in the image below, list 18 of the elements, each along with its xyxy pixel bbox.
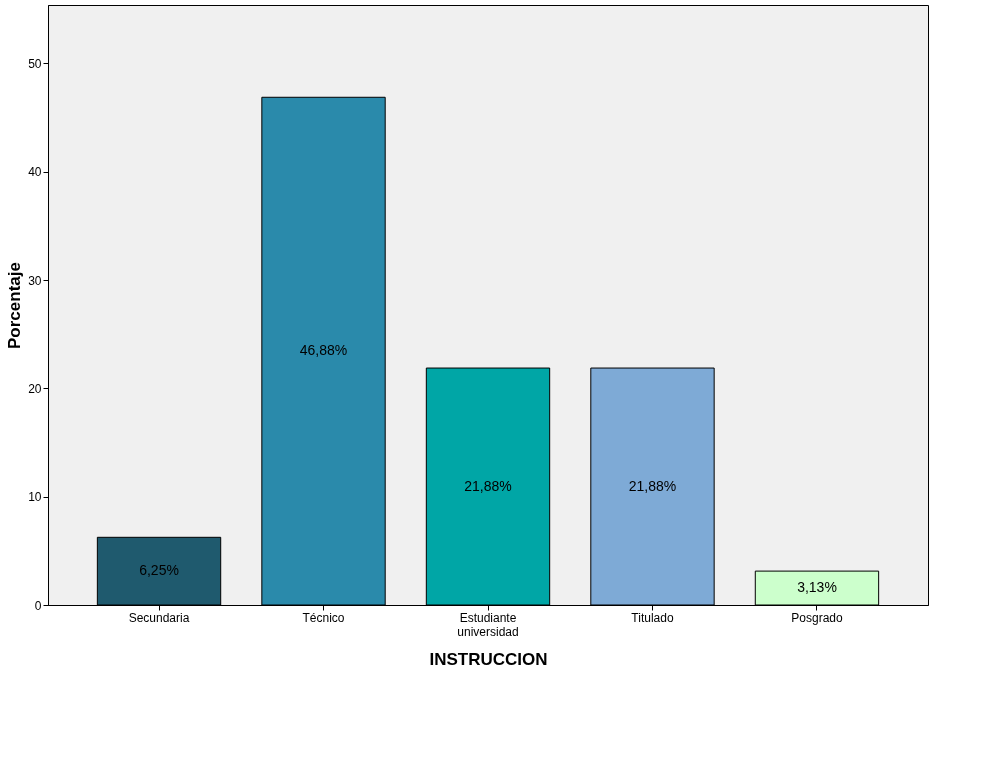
- x-tick-label: Titulado: [631, 610, 674, 625]
- y-tick-label: 0: [34, 598, 42, 613]
- x-tick-label: Estudiante universidad: [457, 610, 519, 639]
- data-label: 21,88%: [628, 477, 677, 494]
- y-tick-label: 40: [28, 165, 42, 180]
- y-tick-label: 20: [28, 381, 42, 396]
- data-label: 3,13%: [797, 579, 837, 596]
- data-label: 21,88%: [464, 477, 512, 494]
- x-tick-label: Técnico: [302, 610, 345, 625]
- x-tick-label: Posgrado: [791, 610, 843, 625]
- x-axis-title: INSTRUCCION: [429, 649, 548, 669]
- x-tick-label: Secundaria: [128, 610, 190, 625]
- data-label: 6,25%: [139, 562, 179, 579]
- y-tick-label: 10: [28, 490, 42, 505]
- y-axis-title: Porcentaje: [5, 262, 25, 349]
- y-tick-label: 30: [28, 273, 42, 288]
- y-tick-label: 50: [28, 56, 42, 71]
- data-label: 46,88%: [299, 342, 348, 359]
